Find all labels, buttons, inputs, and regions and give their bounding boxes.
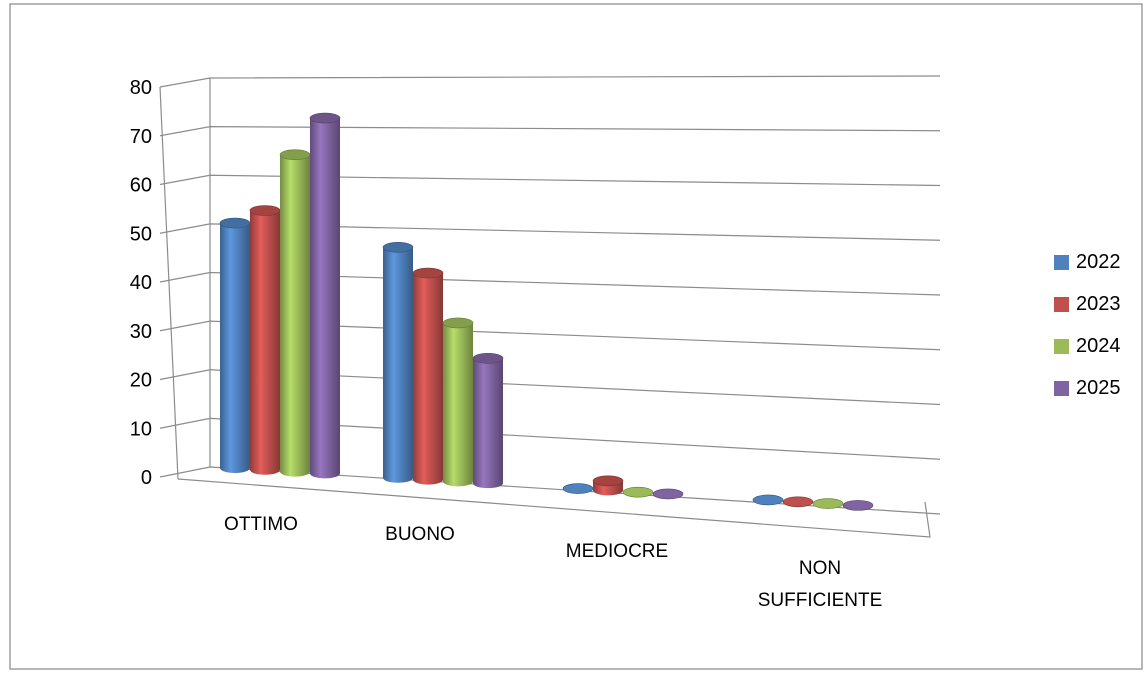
bar-top	[652, 488, 684, 500]
category-label: OTTIMO	[224, 514, 298, 535]
bar-top	[842, 500, 874, 511]
bar-body	[280, 154, 310, 477]
legend-label: 2025	[1076, 376, 1121, 399]
gridlines	[159, 75, 941, 538]
category-label: MEDIOCRE	[566, 541, 668, 562]
legend-swatch	[1054, 338, 1069, 354]
legend-swatch	[1054, 380, 1069, 396]
bar-top	[472, 353, 504, 364]
bar-body	[220, 223, 250, 473]
legend-label: 2023	[1076, 292, 1121, 315]
bar-body	[443, 322, 473, 487]
y-tick-label: 40	[130, 272, 152, 294]
bar-top	[309, 112, 341, 124]
bar-top	[812, 498, 844, 509]
y-tick-label: 30	[130, 321, 152, 343]
bar-body	[413, 273, 443, 485]
y-tick-label: 80	[130, 77, 152, 99]
category-label: BUONO	[385, 524, 455, 545]
category-labels: OTTIMO BUONO MEDIOCRE NON SUFFICIENTE	[224, 514, 882, 611]
bar-top	[412, 267, 444, 279]
legend-item-2022: 2022	[1054, 250, 1121, 273]
legend-item-2023: 2023	[1054, 292, 1121, 315]
y-tick-label: 20	[130, 370, 152, 392]
bar-top	[442, 317, 474, 329]
legend-swatch	[1054, 296, 1069, 312]
bar-body	[383, 247, 413, 483]
y-tick-label: 60	[130, 175, 152, 197]
bar-body	[250, 210, 280, 475]
bar-body	[473, 358, 504, 489]
y-axis-ticks: 0 10 20 30 40 50 60 70 80	[130, 77, 152, 489]
legend-swatch	[1054, 254, 1069, 270]
bar-top	[592, 475, 624, 487]
y-tick-label: 70	[130, 126, 152, 148]
axis-edge	[159, 86, 179, 480]
category-label: NON	[799, 558, 841, 579]
floor-edge	[177, 478, 931, 538]
y-tick-label: 10	[130, 418, 152, 440]
bar-top	[382, 241, 414, 253]
bar-top	[562, 483, 594, 494]
chart-border	[9, 3, 1143, 670]
bar-body	[310, 118, 340, 479]
legend: 2022 2023 2024 2025	[1054, 250, 1121, 420]
legend-label: 2024	[1076, 334, 1121, 357]
y-tick-label: 0	[141, 467, 152, 489]
legend-label: 2022	[1076, 250, 1121, 273]
bars	[219, 112, 874, 511]
bar-top	[622, 486, 654, 498]
legend-item-2025: 2025	[1054, 376, 1121, 399]
bar-top	[752, 494, 784, 506]
bar-top	[782, 496, 814, 508]
y-tick-label: 50	[130, 223, 152, 245]
bar-top	[219, 217, 251, 229]
bar-top	[249, 205, 281, 216]
bar-top	[279, 149, 311, 160]
category-label: SUFFICIENTE	[758, 590, 883, 611]
legend-item-2024: 2024	[1054, 334, 1121, 357]
